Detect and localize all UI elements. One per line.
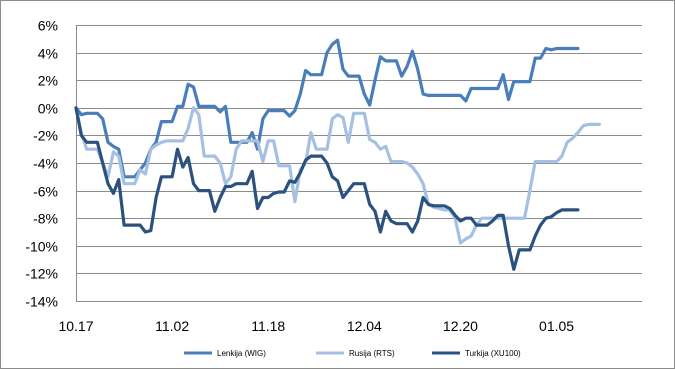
y-tick-label: 0% <box>38 101 58 117</box>
x-tick-label: 10.17 <box>58 318 93 334</box>
y-tick-label: -10% <box>25 239 58 255</box>
x-tick-label: 12.20 <box>443 318 478 334</box>
axes: 6% 4% 2% 0% -2% -4% -6% -8% -10% -12% -14%10.17 11.… <box>25 18 574 335</box>
y-tick-label: -6% <box>33 184 58 200</box>
y-tick-label: 6% <box>38 18 58 34</box>
series-line-2 <box>74 106 601 245</box>
y-tick-label: -12% <box>25 266 58 282</box>
legend-label: Rusija (RTS) <box>349 349 395 358</box>
legend-label: Lenkija (WIG) <box>217 349 266 358</box>
series-lines <box>74 38 601 271</box>
series-line-3 <box>74 106 580 271</box>
legend-label: Turkija (XU100) <box>465 349 521 358</box>
x-tick-label: 11.18 <box>251 318 285 334</box>
series-line-1 <box>74 38 580 179</box>
gridlines <box>76 25 642 302</box>
y-tick-label: 4% <box>38 46 58 62</box>
x-tick-label: 01.05 <box>539 318 574 334</box>
y-tick-label: -8% <box>33 211 58 227</box>
y-tick-label: -4% <box>33 156 58 172</box>
x-tick-label: 11.02 <box>155 318 189 334</box>
legend: Lenkija (WIG) Rusija (RTS) Turkija (XU100) <box>184 349 521 358</box>
y-tick-label: -2% <box>33 128 58 144</box>
y-tick-label: 2% <box>38 73 58 89</box>
y-tick-label: -14% <box>25 294 58 310</box>
x-tick-label: 12.04 <box>347 318 382 334</box>
